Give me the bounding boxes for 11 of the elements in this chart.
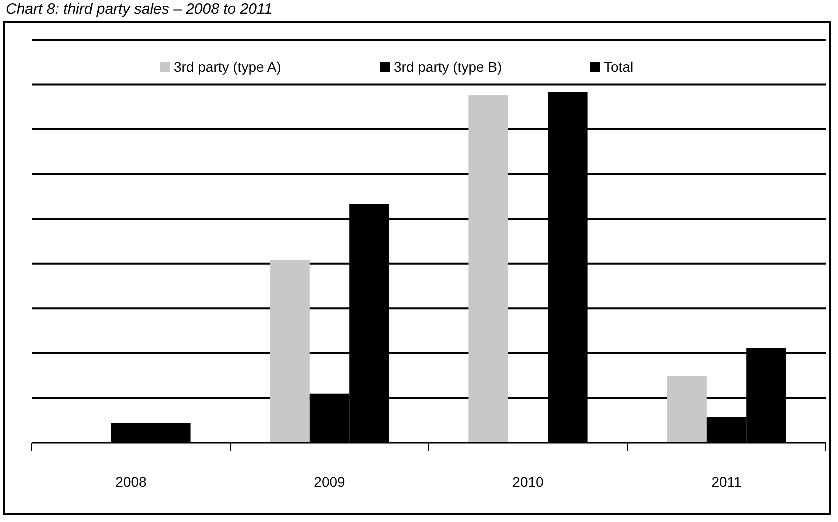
- chart-title: Chart 8: third party sales – 2008 to 2011: [6, 1, 273, 18]
- x-tick-label: 2010: [512, 474, 544, 490]
- bar: [667, 376, 707, 443]
- bar: [468, 96, 508, 443]
- x-tick-label: 2008: [116, 474, 148, 490]
- x-tick-label: 2011: [712, 474, 742, 490]
- legend-label: Total: [604, 59, 634, 75]
- legend-label: 3rd party (type B): [394, 59, 502, 75]
- bar: [270, 260, 310, 443]
- legend-label: 3rd party (type A): [174, 59, 282, 75]
- x-tick-label: 2009: [314, 474, 346, 490]
